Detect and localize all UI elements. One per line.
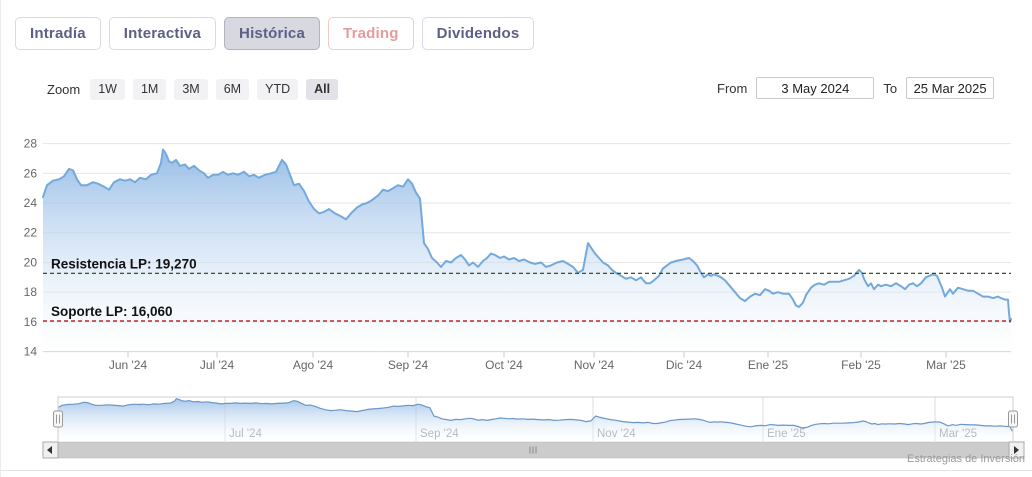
zoom-1w-button[interactable]: 1W <box>90 79 125 100</box>
x-tick-label: Ago '24 <box>293 358 334 372</box>
bottom-divider <box>1 470 1032 471</box>
x-tick-label: Feb '25 <box>841 358 881 372</box>
y-tick-label-24: 24 <box>24 196 38 210</box>
scrollbar-left-arrow-icon <box>47 446 52 454</box>
tab-interactiva[interactable]: Interactiva <box>108 17 217 50</box>
nav-handle-left-box[interactable] <box>53 410 63 428</box>
scrollbar[interactable] <box>42 441 1025 459</box>
nav-handle-left[interactable] <box>53 410 63 428</box>
tab-dividendos[interactable]: Dividendos <box>421 17 535 50</box>
credit-text: Estrategias de Inversión <box>906 453 1025 465</box>
x-tick-label: Dic '24 <box>666 358 703 372</box>
from-label: From <box>717 80 748 96</box>
annotation-label-0: Resistencia LP: 19,270 <box>51 256 197 271</box>
chart-mode-tabs: Intradía Interactiva Histórica Trading D… <box>15 17 535 50</box>
zoom-ytd-button[interactable]: YTD <box>257 79 299 100</box>
y-tick-label-20: 20 <box>24 255 38 269</box>
x-tick-label: Oct '24 <box>485 358 523 372</box>
nav-handle-right-box[interactable] <box>1008 410 1018 428</box>
tab-trading[interactable]: Trading <box>328 17 414 50</box>
x-tick-label: Jun '24 <box>109 358 148 372</box>
x-tick-label: Ene '25 <box>748 358 789 372</box>
zoom-3m-button[interactable]: 3M <box>174 79 208 100</box>
price-area-fill <box>43 149 1011 352</box>
scrollbar-right-arrow-icon <box>1014 446 1019 454</box>
y-tick-label-18: 18 <box>24 285 38 299</box>
zoom-range-toolbar: Zoom 1W 1M 3M 6M YTD All <box>47 79 339 100</box>
x-tick-label: Jul '24 <box>200 358 235 372</box>
x-axis: Jun '24 Jul '24 Ago '24 Sep '24 Oct '24 Nov '… <box>109 351 966 372</box>
zoom-1m-button[interactable]: 1M <box>132 79 167 100</box>
x-tick-label: Sep '24 <box>388 358 429 372</box>
main-price-series <box>42 148 1012 352</box>
x-tick-label: Nov '24 <box>574 358 615 372</box>
date-range-controls: From To <box>717 77 995 99</box>
y-tick-label-28: 28 <box>24 137 38 151</box>
support-resistance-annotations: Resistencia LP: 19,270 Soporte LP: 16,060 <box>43 256 1011 322</box>
to-date-input[interactable] <box>906 77 995 99</box>
tab-intradia[interactable]: Intradía <box>15 17 101 50</box>
y-axis: 14 16 18 20 22 24 26 28 <box>24 137 38 359</box>
zoom-all-button[interactable]: All <box>306 79 339 100</box>
y-tick-label-14: 14 <box>24 345 38 359</box>
y-tick-label-16: 16 <box>24 315 38 329</box>
annotation-label-1: Soporte LP: 16,060 <box>51 304 173 319</box>
price-line <box>42 148 1012 323</box>
to-label: To <box>883 80 898 96</box>
zoom-6m-button[interactable]: 6M <box>215 79 250 100</box>
y-tick-label-22: 22 <box>24 226 38 240</box>
zoom-label: Zoom <box>47 81 81 97</box>
tab-historica[interactable]: Histórica <box>224 17 321 50</box>
x-tick-label: Mar '25 <box>926 358 966 372</box>
from-date-input[interactable] <box>756 77 875 99</box>
nav-line <box>57 398 1014 432</box>
price-history-chart: Resistencia LP: 19,270 Soporte LP: 16,060… <box>24 137 1025 459</box>
nav-handle-right[interactable] <box>1008 410 1018 428</box>
y-tick-label-26: 26 <box>24 166 38 180</box>
